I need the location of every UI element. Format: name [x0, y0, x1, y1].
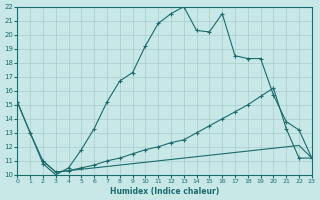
- X-axis label: Humidex (Indice chaleur): Humidex (Indice chaleur): [110, 187, 219, 196]
